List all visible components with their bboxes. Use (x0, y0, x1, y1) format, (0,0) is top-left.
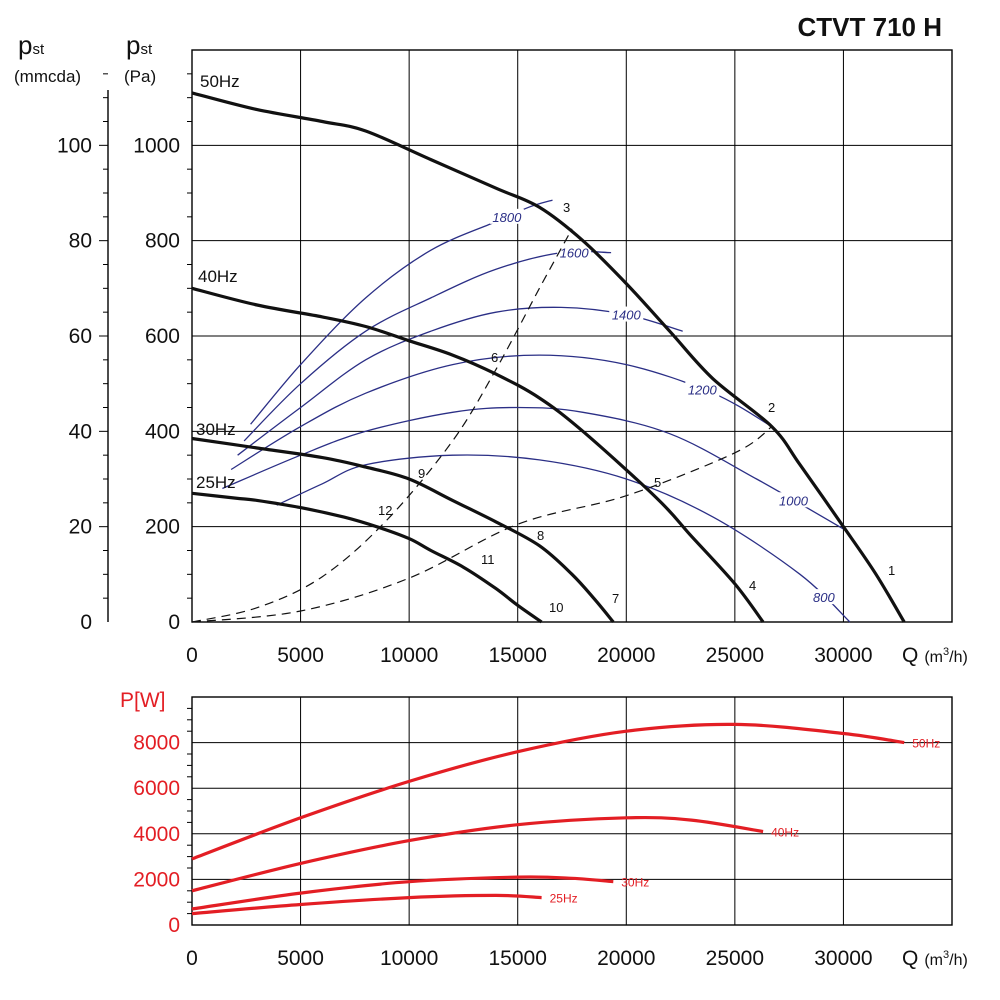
operating-point-label: 2 (768, 400, 775, 415)
rpm-label-bg (776, 492, 811, 508)
rpm-label-bg (489, 208, 524, 224)
y-tick-label: 2000 (133, 868, 180, 891)
rpm-curve (276, 454, 851, 623)
y-tick-label-mmcda: 100 (57, 134, 92, 157)
chart-title: CTVT 710 H (798, 12, 943, 42)
x-tick-label: 20000 (597, 947, 655, 970)
rpm-curve (222, 406, 844, 530)
rpm-label-bg (557, 244, 592, 260)
y-tick-label-pa: 1000 (133, 134, 180, 157)
y-tick-label: 8000 (133, 732, 180, 755)
y-tick-label-pa: 800 (145, 230, 180, 253)
frequency-curve-25Hz (191, 491, 543, 624)
y-tick-label: 6000 (133, 777, 180, 800)
frequency-label: 25Hz (196, 473, 236, 492)
x-tick-label: 25000 (706, 644, 764, 667)
operating-point-label: 8 (537, 528, 544, 543)
operating-point-label: 1 (888, 563, 895, 578)
x-tick-label: 5000 (277, 644, 324, 667)
rpm-curve-label: 1000 (779, 493, 809, 508)
y-tick-label-mmcda: 80 (69, 230, 92, 253)
x-tick-label: 20000 (597, 644, 655, 667)
frequency-label: 40Hz (198, 267, 238, 286)
x-tick-label: 0 (186, 947, 198, 970)
rpm-label-bg (685, 381, 720, 397)
operating-point-label: 10 (549, 600, 563, 615)
rpm-curve-label: 1200 (688, 383, 718, 398)
x-tick-label: 30000 (814, 644, 872, 667)
power-curve-50Hz (191, 722, 905, 861)
operating-point-label: 5 (654, 475, 661, 490)
rpm-curve (250, 199, 553, 425)
x-tick-label: 30000 (814, 947, 872, 970)
x-tick-label: 15000 (489, 947, 547, 970)
y-tick-label-pa: 0 (168, 611, 180, 634)
plot-frame (191, 49, 953, 623)
power-curve-25Hz (191, 893, 542, 916)
power-curve-label: 40Hz (771, 826, 799, 840)
operating-point-label: 9 (418, 466, 425, 481)
x-tick-label: 10000 (380, 947, 438, 970)
frequency-curve-50Hz (191, 91, 906, 623)
pst-left-label: pst (18, 30, 45, 60)
rpm-curve-label: 1600 (560, 246, 590, 261)
power-curve-label: 25Hz (550, 892, 578, 906)
operating-point-label: 4 (749, 578, 756, 593)
frequency-curve-30Hz (191, 436, 615, 624)
pst-right-label: pst (126, 30, 153, 60)
frequency-label: 30Hz (196, 420, 236, 439)
rpm-label-bg (609, 306, 644, 322)
power-curve-label: 30Hz (621, 876, 649, 890)
bottom-x-axis-label: Q (m3/h) (902, 947, 968, 970)
mmcda-label: (mmcda) (14, 67, 81, 86)
power-curve-40Hz (191, 815, 764, 893)
system-curve (191, 426, 773, 623)
pa-label: (Pa) (124, 67, 156, 86)
operating-point-label: 11 (481, 552, 495, 567)
y-tick-label-mmcda: 20 (69, 516, 92, 539)
power-curve-label: 50Hz (912, 737, 940, 751)
operating-point-label: 12 (378, 503, 392, 518)
x-tick-label: 10000 (380, 644, 438, 667)
y-tick-label-mmcda: 60 (69, 325, 92, 348)
power-chart: 0 2000 4000 6000 8000 0 5000 10000 15000 20000 250… (133, 696, 953, 970)
x-tick-label: 15000 (489, 644, 547, 667)
y-tick-label-pa: 200 (145, 516, 180, 539)
operating-point-label: 6 (491, 350, 498, 365)
rpm-curve (230, 354, 773, 471)
x-tick-label: 25000 (706, 947, 764, 970)
y-tick-label-pa: 600 (145, 325, 180, 348)
y-tick-label-pa: 400 (145, 420, 180, 443)
x-tick-label: 0 (186, 644, 198, 667)
frequency-curve-40Hz (191, 286, 765, 623)
y-tick-label: 0 (168, 914, 180, 937)
rpm-label-bg (806, 589, 841, 605)
power-axis-label: P[W] (120, 689, 166, 712)
rpm-curve (237, 306, 683, 456)
system-curve (191, 228, 573, 623)
rpm-curve-label: 1400 (612, 308, 642, 323)
top-y-axis-labels: pst (mmcda) pst (Pa) (14, 30, 156, 86)
frequency-label: 50Hz (200, 72, 240, 91)
y-tick-label-mmcda: 40 (69, 420, 92, 443)
operating-point-label: 7 (612, 591, 619, 606)
power-curve-30Hz (191, 875, 614, 911)
y-tick-label-mmcda: 0 (80, 611, 92, 634)
rpm-curve-label: 800 (813, 590, 835, 605)
x-tick-label: 5000 (277, 947, 324, 970)
y-tick-label: 4000 (133, 823, 180, 846)
operating-point-label: 3 (563, 200, 570, 215)
top-x-axis-label: Q (m3/h) (902, 644, 968, 667)
rpm-curve-label: 1800 (492, 210, 522, 225)
